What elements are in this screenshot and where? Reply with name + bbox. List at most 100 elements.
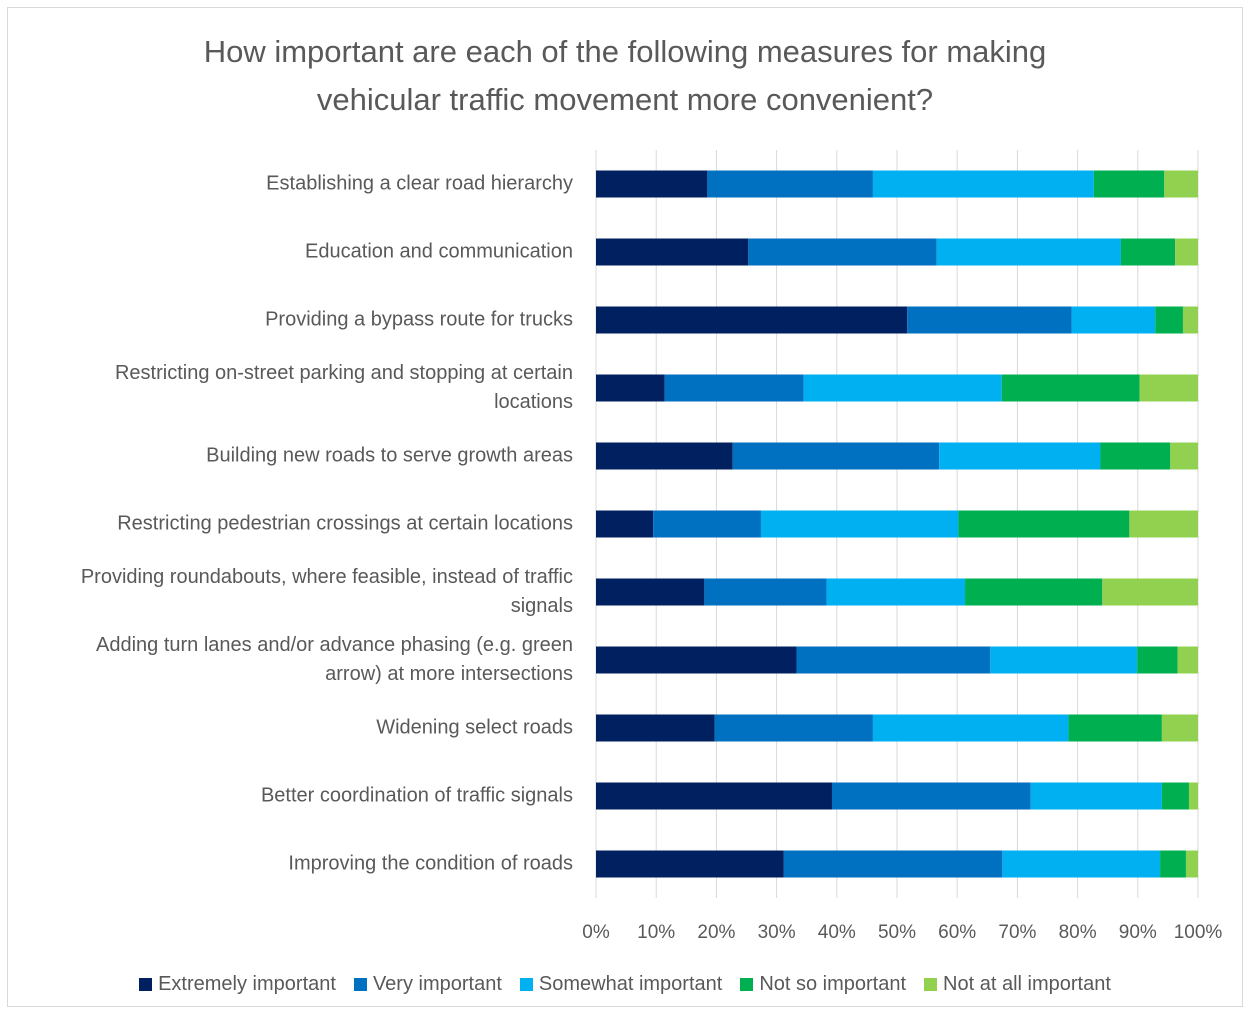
legend-swatch (139, 977, 153, 991)
bar-segment (1137, 646, 1178, 674)
bar-segment (1068, 714, 1162, 742)
legend-swatch (519, 977, 533, 991)
bar-segment (1129, 510, 1198, 538)
bar-segment (596, 850, 784, 878)
bar-segment (1188, 782, 1198, 810)
bar-segment (596, 510, 654, 538)
bar-segment (1175, 238, 1198, 266)
legend-label: Not so important (759, 972, 907, 995)
chart-title-line-2: vehicular traffic movement more convenie… (316, 82, 934, 117)
bar-segment (1030, 782, 1162, 810)
x-tick-label: 60% (938, 922, 976, 943)
bar-segment (1001, 374, 1140, 402)
legend-item: Extremely important (139, 973, 336, 996)
legend-label: Very important (372, 972, 502, 995)
x-tick-label: 70% (998, 922, 1036, 943)
bar-segment (907, 306, 1072, 334)
bar-segment (939, 442, 1101, 470)
bar-segment (596, 238, 749, 266)
bar-segment (936, 238, 1121, 266)
bar-segment (1161, 714, 1198, 742)
category-label: Providing roundabouts, where feasible, i… (81, 566, 573, 588)
chart-title: How important are each of the following … (0, 28, 1250, 124)
bar-segment (1002, 850, 1161, 878)
bar-segment (783, 850, 1003, 878)
bar-segment (1182, 306, 1198, 334)
bar-segment (958, 510, 1130, 538)
category-label: Improving the condition of roads (288, 852, 573, 874)
bar-segment (826, 578, 966, 606)
category-label: Better coordination of traffic signals (261, 784, 573, 806)
x-tick-label: 10% (637, 922, 675, 943)
bar-segment (748, 238, 937, 266)
legend-label: Somewhat important (538, 972, 723, 995)
category-label: Providing a bypass route for trucks (265, 308, 573, 330)
bar-segment (707, 170, 873, 198)
legend-label: Not at all important (943, 972, 1111, 995)
bar-segment (1139, 374, 1198, 402)
bar-segment (990, 646, 1138, 674)
category-label: arrow) at more intersections (325, 663, 573, 685)
legend-swatch (353, 977, 367, 991)
bar-segment (1160, 850, 1186, 878)
x-tick-label: 90% (1119, 922, 1157, 943)
bar-segment (664, 374, 804, 402)
bar-segment (1161, 782, 1189, 810)
bar-segment (1071, 306, 1156, 334)
category-label: locations (494, 391, 573, 413)
bar-segment (965, 578, 1103, 606)
bar-segment (831, 782, 1031, 810)
bar-segment (596, 170, 708, 198)
bar-segment (1102, 578, 1198, 606)
bar-segment (1177, 646, 1198, 674)
bar-segment (596, 782, 832, 810)
category-label: Education and communication (305, 240, 573, 262)
bar-segment (596, 714, 715, 742)
x-tick-label: 40% (818, 922, 856, 943)
legend-item: Somewhat important (519, 972, 723, 996)
category-label: Restricting on-street parking and stoppi… (115, 362, 573, 384)
bar-segment (596, 578, 705, 606)
bar-segment (596, 442, 733, 470)
bar-segment (653, 510, 761, 538)
bar-segment (714, 714, 873, 742)
chart-title-line-1: How important are each of the following … (203, 34, 1047, 69)
legend-swatch (740, 977, 754, 991)
bar-segment (704, 578, 827, 606)
chart-legend: Extremely important Very important Somewha… (0, 970, 1250, 998)
bar-segment (1120, 238, 1176, 266)
x-tick-label: 100% (1174, 922, 1223, 943)
category-label: Widening select roads (376, 716, 573, 738)
bar-segment (596, 646, 797, 674)
bar-segment (1093, 170, 1165, 198)
legend-item: Very important (353, 972, 502, 996)
bar-segment (803, 374, 1002, 402)
legend-item: Not so important (740, 973, 906, 996)
x-tick-label: 80% (1059, 922, 1097, 943)
bar-segment (1164, 170, 1198, 198)
bar-segment (596, 374, 665, 402)
bar-segment (1100, 442, 1171, 470)
bar-segment (1170, 442, 1198, 470)
x-tick-label: 20% (697, 922, 735, 943)
bar-segment (1185, 850, 1198, 878)
category-label: Building new roads to serve growth areas (206, 444, 573, 466)
bar-segment (796, 646, 991, 674)
x-tick-label: 50% (878, 922, 916, 943)
x-tick-label: 30% (758, 922, 796, 943)
bar-segment (872, 170, 1094, 198)
category-label: Establishing a clear road hierarchy (266, 172, 573, 194)
legend-label: Extremely important (158, 972, 336, 995)
legend-swatch (924, 977, 938, 991)
category-label: signals (511, 595, 573, 617)
legend-item: Not at all important (924, 973, 1111, 996)
category-label: Restricting pedestrian crossings at cert… (117, 512, 573, 534)
bar-segment (760, 510, 959, 538)
x-tick-label: 0% (582, 922, 610, 943)
bar-segment (1155, 306, 1183, 334)
category-label: Adding turn lanes and/or advance phasing… (96, 634, 573, 656)
bar-segment (596, 306, 908, 334)
bar-segment (732, 442, 940, 470)
bar-segment (872, 714, 1069, 742)
